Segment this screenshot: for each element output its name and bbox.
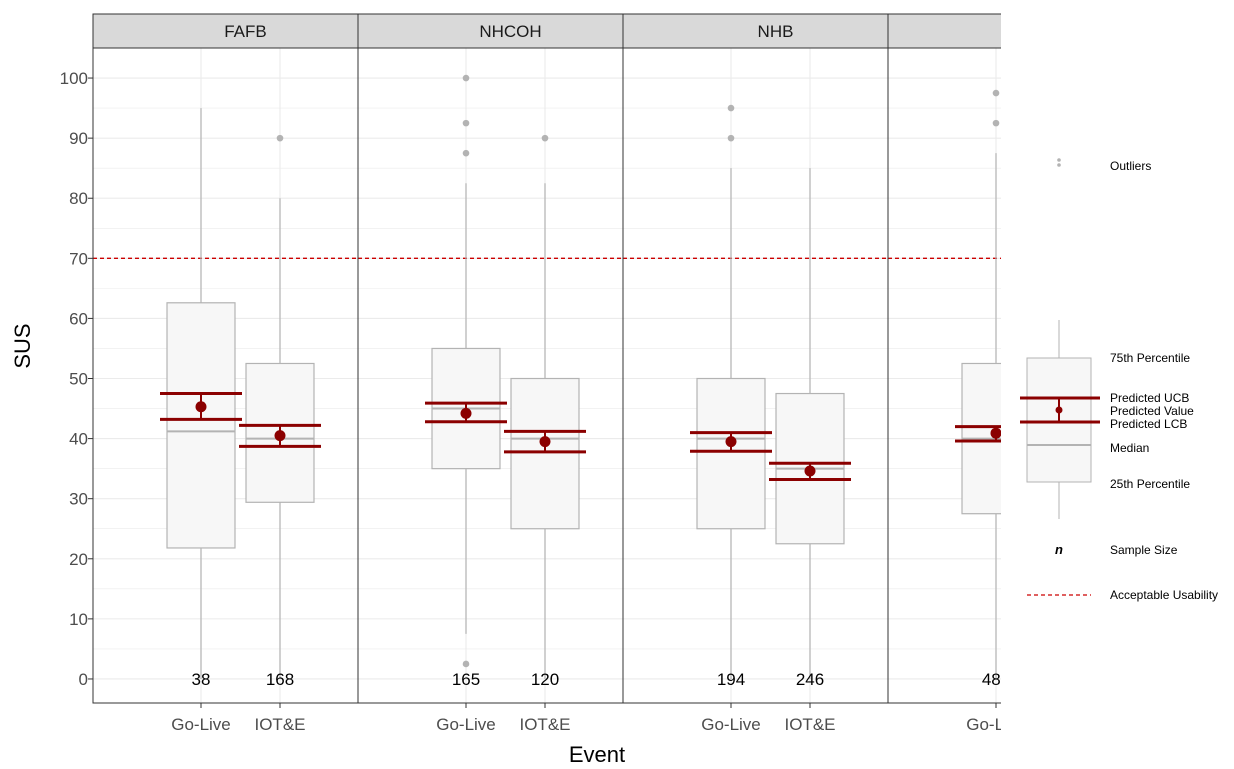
box-group-go-live: 194 Go-Live xyxy=(690,104,772,734)
box-group-iot-e: 246 IOT&E xyxy=(769,168,851,734)
legend-p25-label: 25th Percentile xyxy=(1110,477,1190,491)
panel-background xyxy=(888,48,1001,703)
panel-background xyxy=(623,48,888,703)
outlier-point xyxy=(727,134,735,142)
facet-strip xyxy=(92,13,359,49)
legend-sample-size-label: Sample Size xyxy=(1110,543,1178,557)
facet-panel-nhb: 194 Go-Live 246 IOT&E NHB xyxy=(622,13,889,734)
outlier-point xyxy=(462,119,470,127)
y-tick-label: 80 xyxy=(69,189,88,208)
legend-n-symbol: n xyxy=(1055,542,1063,557)
predicted-value-point xyxy=(460,407,472,419)
predicted-value-point xyxy=(274,430,286,442)
facet-panel-nhcoh: 165 Go-Live 120 IOT&E NHCOH xyxy=(357,13,624,734)
y-tick-label: 10 xyxy=(69,610,88,629)
box-group-go-live: 38 Go-Live xyxy=(160,108,242,734)
facet-panel-fafb: 38 Go-Live 168 IOT&E FAFB xyxy=(92,13,359,734)
y-tick-label: 70 xyxy=(69,249,88,268)
x-tick-label: Go-Live xyxy=(701,715,761,734)
legend-acceptable-label: Acceptable Usability xyxy=(1110,588,1218,602)
y-axis-title: SUS xyxy=(10,323,35,368)
y-tick-label: 100 xyxy=(60,69,88,88)
x-tick-label: Go-Live xyxy=(171,715,231,734)
facet-panel-mamc: 481 Go-Live MAMC xyxy=(887,13,1067,734)
facet-strip-label: FAFB xyxy=(224,22,267,41)
outlier-point xyxy=(727,104,735,112)
iqr-box xyxy=(696,377,766,530)
x-tick-label: Go-Live xyxy=(436,715,496,734)
outlier-point xyxy=(462,74,470,82)
sample-size-label: 120 xyxy=(531,670,559,689)
facet-strip-label: NHB xyxy=(758,22,794,41)
y-tick-label: 20 xyxy=(69,550,88,569)
predicted-value-point xyxy=(990,427,1001,439)
predicted-value-point xyxy=(195,401,207,413)
outlier-point xyxy=(462,660,470,668)
facet-strip xyxy=(887,13,1001,49)
outlier-point xyxy=(276,134,284,142)
legend-p75-label: 75th Percentile xyxy=(1110,351,1190,365)
sample-size-label: 246 xyxy=(796,670,824,689)
legend-predicted-point xyxy=(1055,406,1063,414)
y-tick-label: 0 xyxy=(79,670,88,689)
predicted-value-point xyxy=(725,436,737,448)
predicted-value-point xyxy=(539,436,551,448)
outlier-point xyxy=(992,89,1000,97)
y-tick-label: 90 xyxy=(69,129,88,148)
sample-size-label: 194 xyxy=(717,670,745,689)
sample-size-label: 165 xyxy=(452,670,480,689)
box-group-go-live: 165 Go-Live xyxy=(425,74,507,734)
sample-size-label: 481 xyxy=(982,670,1010,689)
facet-panels: 38 Go-Live 168 IOT&E FAFB 165 Go-Live 120 IOT&E N… xyxy=(92,13,1067,734)
y-tick-label: 50 xyxy=(69,370,88,389)
x-tick-label: IOT&E xyxy=(519,715,570,734)
x-tick-label: Go-Live xyxy=(966,715,1026,734)
y-tick-label: 40 xyxy=(69,430,88,449)
y-tick-label: 60 xyxy=(69,309,88,328)
facet-strip xyxy=(357,13,624,49)
panel-border xyxy=(887,47,1001,704)
outlier-point xyxy=(462,149,470,157)
legend-outlier-point xyxy=(1057,163,1061,167)
legend-median-label: Median xyxy=(1110,441,1149,455)
sample-size-label: 38 xyxy=(192,670,211,689)
legend-outlier-point xyxy=(1057,158,1061,162)
facet-strip-label: MAMC xyxy=(1015,22,1067,41)
facet-strip xyxy=(622,13,889,49)
box-group-go-live: 481 Go-Live xyxy=(955,89,1026,734)
x-tick-label: IOT&E xyxy=(784,715,835,734)
axes: 0 10 20 30 40 50 60 70 80 90 100 SUS Event xyxy=(10,69,625,767)
iqr-box xyxy=(166,302,236,549)
outlier-point xyxy=(541,134,549,142)
x-tick-label: IOT&E xyxy=(254,715,305,734)
legend-lcb-label: Predicted LCB xyxy=(1110,417,1187,431)
legend-pred-label: Predicted Value xyxy=(1110,404,1194,418)
legend-outliers-label: Outliers xyxy=(1110,159,1151,173)
box-group-iot-e: 120 IOT&E xyxy=(504,134,586,734)
outlier-point xyxy=(992,119,1000,127)
sample-size-label: 168 xyxy=(266,670,294,689)
predicted-value-point xyxy=(804,465,816,477)
legend-ucb-label: Predicted UCB xyxy=(1110,391,1189,405)
box-group-iot-e: 168 IOT&E xyxy=(239,134,321,734)
iqr-box xyxy=(510,377,580,530)
y-tick-label: 30 xyxy=(69,490,88,509)
x-axis-title: Event xyxy=(569,742,625,767)
facet-strip-label: NHCOH xyxy=(479,22,541,41)
